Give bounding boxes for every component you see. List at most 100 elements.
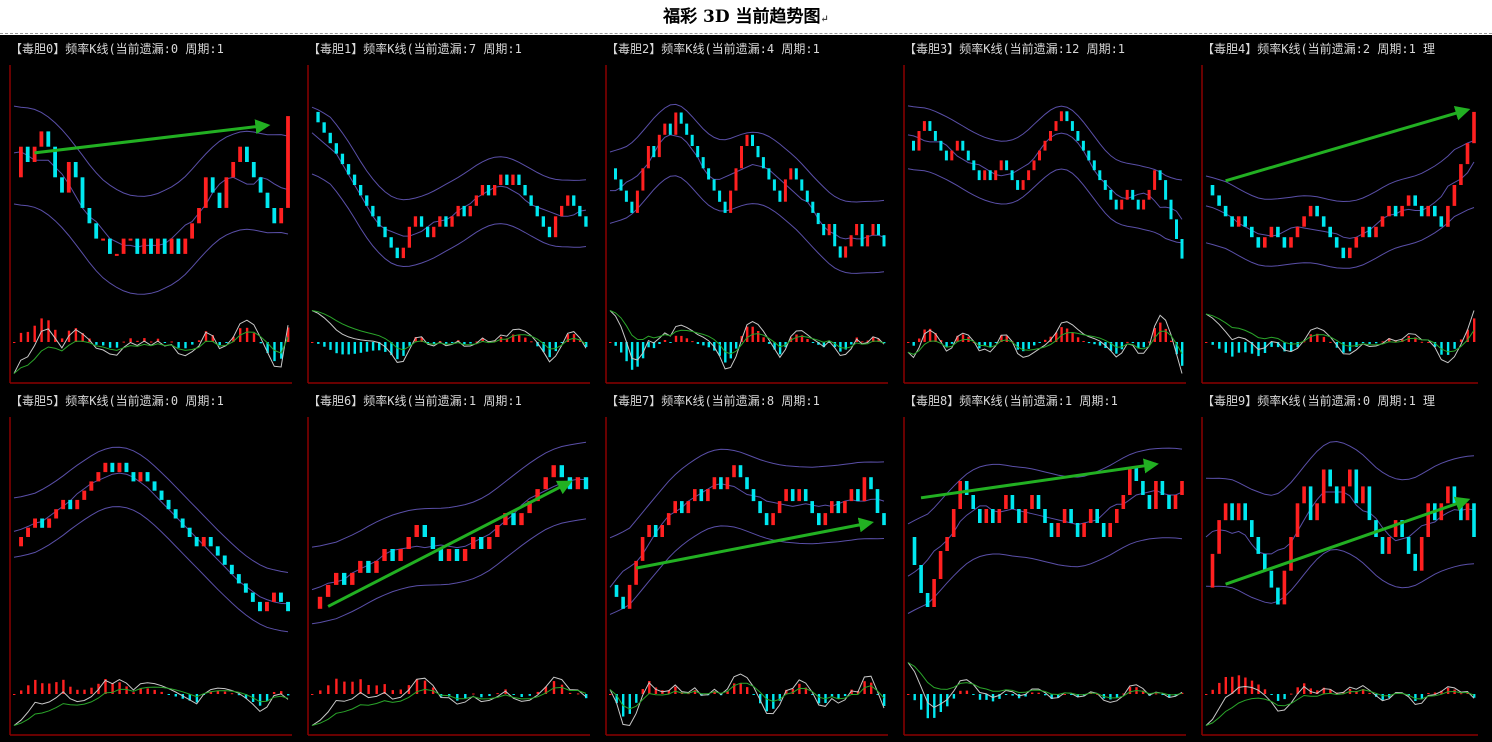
candle-3-12 [972,160,976,171]
candle-3-8 [950,150,954,161]
candle-6-25 [511,513,516,526]
candle-2-34 [794,168,798,180]
osc-bar-3-5 [934,333,937,342]
osc-bar-1-32 [505,338,509,342]
osc-bar-7-13 [693,690,697,694]
band-lower-2 [609,175,885,274]
candle-7-8 [660,525,664,537]
osc-bar-5-9 [76,689,79,694]
osc-bar-2-6 [641,342,645,359]
candle-9-8 [1256,537,1261,554]
candle-3-6 [939,140,943,151]
candle-9-30 [1400,520,1404,537]
candle-8-40 [1167,495,1171,509]
candle-5-16 [124,462,129,473]
candle-7-32 [817,513,821,526]
osc-bar-4-35 [1433,342,1437,347]
osc-bar-9-21 [1342,692,1345,694]
osc-bar-3-0 [907,342,910,343]
candle-0-10 [80,177,85,208]
panel-title-7: 【毒胆7】频率K线(当前遗漏:8 周期:1 [606,393,820,408]
osc-bar-6-27 [528,694,531,696]
return-mark: ↵ [820,14,829,25]
trend-charts-svg: 【毒胆0】频率K线(当前遗漏:0 周期:1 【毒胆1】频率K线(当前遗漏:7 周期… [9,41,1478,736]
osc-bar-7-5 [641,689,644,694]
osc-bar-6-14 [423,680,427,694]
osc-bar-1-35 [524,337,527,342]
candle-9-15 [1302,486,1306,504]
osc-bar-3-38 [1115,342,1118,354]
osc-bar-3-29 [1065,328,1069,342]
candle-4-8 [1256,237,1261,248]
candle-0-32 [231,162,236,178]
candle-1-42 [566,195,570,206]
candle-9-29 [1393,520,1398,537]
candle-4-21 [1341,247,1346,259]
osc-line-slow-6 [311,686,587,726]
osc-bar-3-2 [918,338,921,342]
candle-3-45 [1153,170,1157,190]
candle-1-6 [346,164,351,175]
osc-bar-0-23 [170,341,173,343]
candle-4-35 [1433,205,1437,217]
candle-8-9 [964,481,969,495]
band-middle-5 [13,472,289,605]
osc-bar-1-14 [396,342,399,360]
candle-8-3 [925,593,930,607]
osc-bar-6-33 [576,693,580,695]
osc-bar-0-28 [204,331,208,342]
osc-bar-4-7 [1250,342,1254,354]
candle-4-9 [1263,237,1267,248]
candle-3-39 [1120,199,1124,210]
candle-8-28 [1088,509,1093,523]
candle-7-17 [719,477,723,490]
osc-bar-8-42 [1181,692,1184,694]
osc-bar-5-31 [230,693,234,695]
osc-bar-4-33 [1420,341,1424,343]
panel-title-6: 【毒胆6】频率K线(当前遗漏:1 周期:1 [308,393,522,408]
osc-bar-8-33 [1122,693,1125,695]
osc-bar-1-26 [469,342,472,344]
osc-line-fast-2 [609,310,885,370]
candle-5-27 [201,537,206,547]
candle-0-37 [265,192,270,208]
osc-bar-5-13 [104,679,107,694]
osc-bar-3-10 [961,334,965,342]
band-upper-5 [13,446,289,573]
candle-2-24 [740,146,743,169]
osc-bar-9-2 [1218,682,1221,694]
osc-bar-8-4 [933,694,936,718]
candle-2-12 [674,112,678,135]
osc-bar-7-28 [791,688,795,694]
candle-7-2 [621,596,625,609]
osc-bar-3-23 [1033,342,1036,346]
osc-bar-0-10 [81,333,84,342]
osc-bar-9-36 [1440,690,1443,694]
band-middle-1 [311,132,587,237]
osc-bar-7-30 [804,687,808,694]
candle-2-14 [685,123,689,135]
candle-4-22 [1348,247,1352,259]
candle-2-7 [646,146,650,169]
candle-0-29 [210,177,215,193]
candle-4-32 [1413,195,1417,206]
candle-4-1 [1210,185,1215,196]
candle-1-32 [505,174,509,185]
candle-7-36 [843,501,847,514]
osc-bar-9-34 [1427,693,1430,694]
candle-4-3 [1223,205,1228,217]
osc-bar-5-22 [167,694,170,695]
osc-bar-8-38 [1154,693,1158,695]
osc-line-slow-9 [1205,689,1475,726]
candle-8-30 [1101,523,1106,537]
candle-2-18 [707,168,711,180]
osc-bar-8-0 [907,694,910,695]
osc-bar-1-39 [548,342,551,358]
osc-bar-1-11 [378,342,381,351]
osc-bar-2-20 [718,342,721,356]
candle-2-29 [767,168,771,180]
osc-bar-7-16 [713,691,716,694]
candle-5-31 [229,564,234,575]
candle-8-14 [997,509,1002,523]
osc-bar-1-33 [511,334,515,342]
